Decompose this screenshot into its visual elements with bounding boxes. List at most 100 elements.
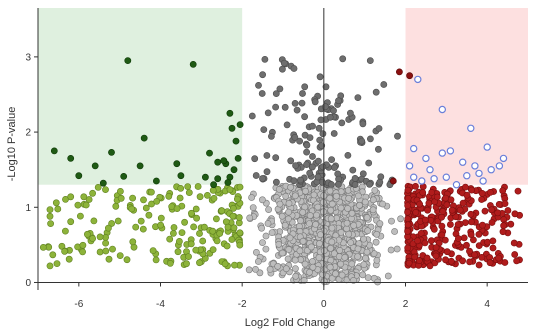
not-significant-high-point <box>291 100 299 107</box>
significant-down-point <box>230 166 238 174</box>
not-significant-point <box>285 246 293 253</box>
significant-up-point <box>487 165 495 174</box>
significant-up-point <box>418 177 426 185</box>
significant-up-point <box>495 162 504 170</box>
not-significant-point <box>362 254 369 262</box>
not-significant-point <box>328 238 336 246</box>
down-point <box>187 240 195 248</box>
down-point <box>112 202 120 210</box>
down-point <box>147 188 155 196</box>
down-point <box>82 201 90 209</box>
not-significant-high-point <box>358 137 366 145</box>
down-point <box>46 206 54 213</box>
y-axis-label: -Log10 P-value <box>6 107 18 182</box>
x-axis-label: Log2 Fold Change <box>245 317 336 329</box>
not-significant-high-point <box>287 157 295 165</box>
down-point <box>184 183 192 190</box>
down-point <box>223 242 231 250</box>
up-point <box>443 248 451 256</box>
significant-down-point <box>232 137 240 145</box>
significant-up-dark-point <box>406 72 413 80</box>
down-point <box>65 255 73 263</box>
up-point <box>432 244 440 251</box>
up-point <box>415 257 423 264</box>
not-significant-point <box>344 205 352 212</box>
not-significant-high-point <box>319 130 327 138</box>
up-point <box>411 253 419 261</box>
not-significant-high-point <box>272 103 279 111</box>
up-point <box>494 209 502 217</box>
not-significant-high-point <box>259 175 266 182</box>
not-significant-high-point <box>292 162 299 169</box>
not-significant-point <box>266 265 274 273</box>
not-significant-point <box>305 220 313 227</box>
x-tick-label: -6 <box>74 299 83 310</box>
not-significant-point <box>268 229 276 236</box>
up-point <box>404 221 412 229</box>
up-point <box>467 231 475 238</box>
up-point <box>442 194 449 202</box>
not-significant-point <box>337 204 345 212</box>
not-significant-high-point <box>291 133 299 141</box>
down-point <box>218 207 226 215</box>
not-significant-point <box>275 240 283 248</box>
up-point <box>459 199 467 207</box>
not-significant-point <box>363 214 371 221</box>
up-point <box>478 196 485 203</box>
not-significant-point <box>387 246 395 254</box>
not-significant-high-point <box>380 81 388 88</box>
down-point <box>230 224 238 232</box>
down-point <box>109 245 116 253</box>
down-point <box>79 241 87 249</box>
significant-up-point <box>483 143 491 151</box>
not-significant-high-point <box>290 177 298 185</box>
significant-down-point <box>201 173 209 181</box>
y-tick-label: 1 <box>25 203 31 214</box>
down-point <box>233 195 241 203</box>
not-significant-point <box>296 247 304 255</box>
not-significant-point <box>285 208 292 216</box>
up-point <box>495 254 502 262</box>
down-point <box>49 251 57 259</box>
not-significant-high-point <box>306 169 314 177</box>
down-point <box>152 256 160 264</box>
not-significant-high-point <box>346 109 354 117</box>
not-significant-high-point <box>375 125 383 132</box>
down-point <box>67 218 75 226</box>
y-tick-label: 3 <box>25 52 31 63</box>
significant-down-point <box>177 172 185 180</box>
down-point <box>114 217 122 225</box>
down-point <box>236 229 244 237</box>
up-point <box>514 187 522 195</box>
up-point <box>425 199 433 207</box>
not-significant-point <box>350 222 358 229</box>
not-significant-point <box>282 192 290 200</box>
up-point <box>488 219 496 226</box>
significant-up-point <box>442 173 450 181</box>
up-point <box>438 222 446 230</box>
significant-up-point <box>414 75 422 84</box>
significant-down-point <box>152 177 160 185</box>
up-point <box>489 237 497 245</box>
not-significant-point <box>364 227 372 235</box>
not-significant-point <box>316 231 324 239</box>
up-point <box>466 258 473 266</box>
down-point <box>196 193 204 201</box>
down-point <box>157 221 164 229</box>
not-significant-high-point <box>252 172 260 179</box>
not-significant-high-point <box>330 164 338 171</box>
up-point <box>442 256 449 264</box>
not-significant-point <box>297 217 304 225</box>
not-significant-point <box>301 260 309 268</box>
up-point <box>412 182 419 190</box>
up-point <box>404 194 412 202</box>
down-point <box>157 214 165 222</box>
not-significant-point <box>326 194 334 202</box>
not-significant-high-point <box>318 142 326 149</box>
not-significant-high-point <box>365 159 373 167</box>
up-point <box>466 247 473 255</box>
down-point <box>199 237 207 245</box>
not-significant-point <box>328 200 336 208</box>
